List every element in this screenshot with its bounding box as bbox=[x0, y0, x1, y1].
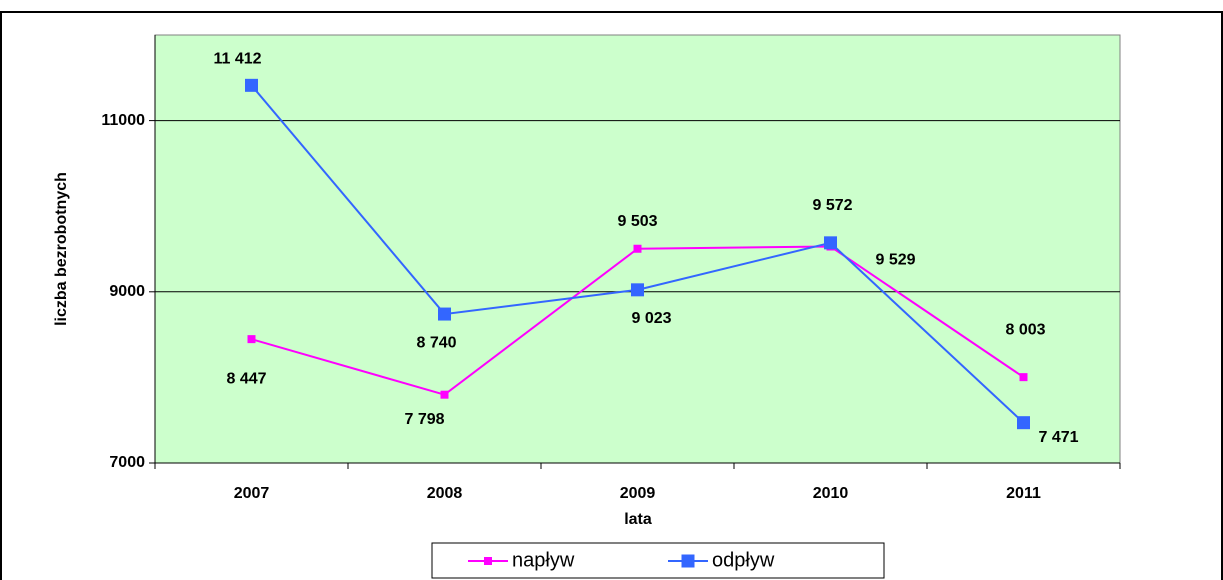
y-tick-label: 9000 bbox=[109, 283, 145, 300]
marker bbox=[1017, 416, 1030, 430]
x-axis-title: lata bbox=[624, 511, 652, 528]
marker bbox=[247, 335, 256, 344]
data-label: 9 529 bbox=[875, 252, 915, 269]
marker bbox=[824, 236, 837, 250]
y-tick-label: 11000 bbox=[101, 112, 145, 129]
legend-label: napływ bbox=[512, 549, 575, 571]
x-tick-label: 2010 bbox=[813, 485, 849, 502]
legend-marker bbox=[484, 557, 492, 565]
data-label: 7 471 bbox=[1038, 429, 1078, 446]
marker bbox=[438, 307, 451, 321]
y-axis-title: liczba bezrobotnych bbox=[53, 172, 70, 326]
legend-marker bbox=[681, 554, 695, 568]
marker bbox=[631, 283, 644, 297]
marker bbox=[440, 390, 449, 399]
x-tick-label: 2011 bbox=[1006, 485, 1041, 502]
data-label: 8 740 bbox=[416, 334, 456, 351]
y-tick-label: 7000 bbox=[109, 454, 145, 471]
data-label: 9 023 bbox=[631, 310, 671, 327]
marker bbox=[245, 78, 258, 92]
data-label: 8 447 bbox=[226, 370, 266, 387]
legend-label: odpływ bbox=[712, 549, 775, 571]
x-tick-label: 2009 bbox=[620, 485, 656, 502]
x-tick-label: 2008 bbox=[427, 485, 463, 502]
x-tick-label: 2007 bbox=[234, 485, 270, 502]
data-label: 11 412 bbox=[213, 51, 261, 68]
data-label: 7 798 bbox=[404, 411, 444, 428]
data-label: 8 003 bbox=[1005, 321, 1045, 338]
marker bbox=[633, 244, 642, 253]
data-label: 9 572 bbox=[812, 197, 852, 214]
marker bbox=[1019, 373, 1028, 382]
data-label: 9 503 bbox=[617, 213, 657, 230]
